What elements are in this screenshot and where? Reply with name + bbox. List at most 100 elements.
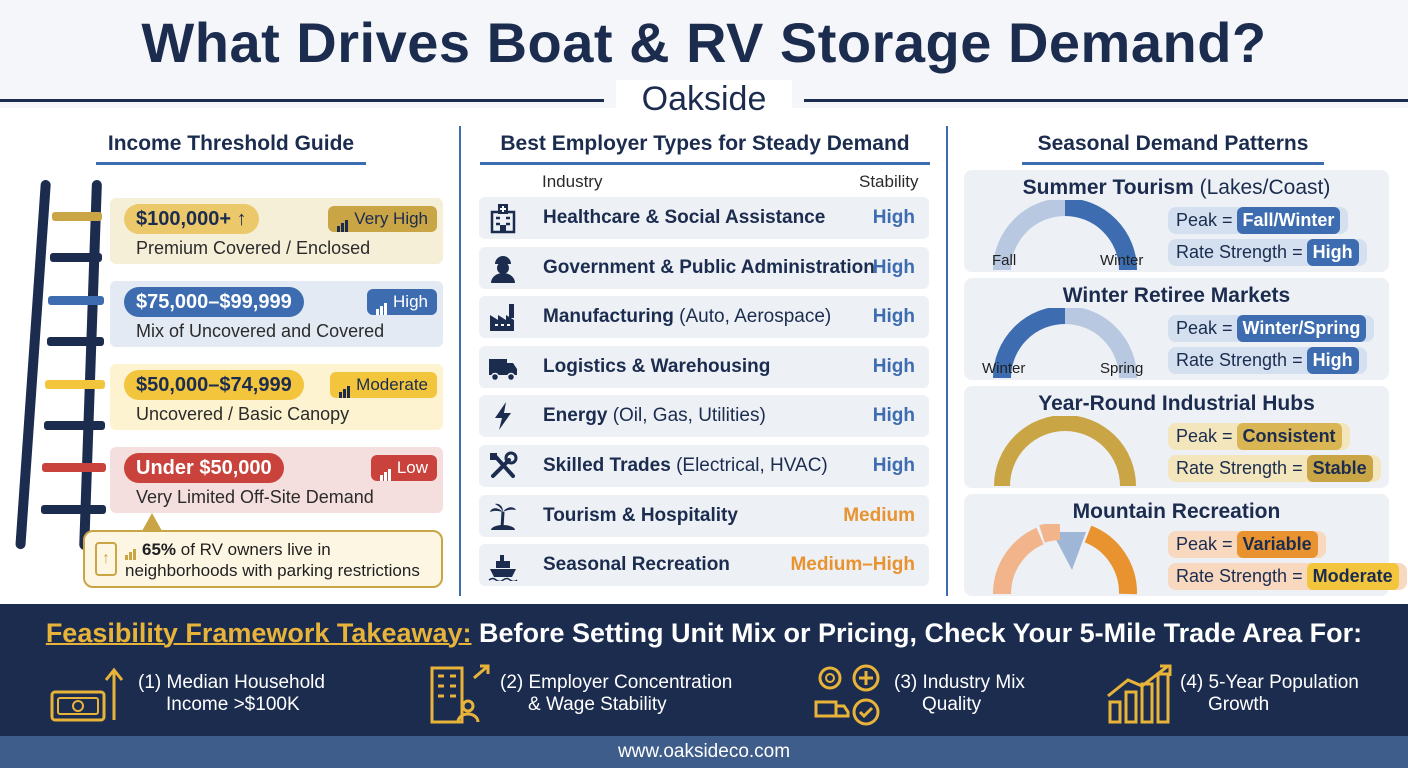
step-text: (4) 5-Year Population Growth [1180, 672, 1359, 715]
demand-level: Very High [354, 209, 428, 228]
seasonal-card: Winter Retiree Markets Winter Spring Pea… [964, 278, 1389, 380]
income-tier: $75,000–$99,999 High Mix of Uncovered an… [110, 281, 443, 347]
ladder-rung [44, 421, 105, 430]
demand-arc-chart [994, 416, 1136, 487]
takeaway-band [0, 604, 1408, 736]
income-range: Under $50,000 [124, 453, 284, 483]
seasonal-heading: Seasonal Demand Patterns [1022, 132, 1324, 165]
step-text: (3) Industry Mix Quality [894, 672, 1025, 715]
ladder-rung [50, 253, 102, 262]
employer-stability: Medium [843, 504, 915, 526]
demand-level: High [393, 292, 428, 311]
employer-industry: Healthcare & Social Assistance [543, 207, 826, 228]
seasonal-card-title: Winter Retiree Markets [1062, 284, 1291, 307]
demand-badge: High [367, 289, 437, 315]
employer-stability: High [872, 355, 915, 377]
demand-arc-chart [992, 524, 1137, 595]
seasonal-card: Summer Tourism (Lakes/Coast) Fall Winter… [964, 170, 1389, 272]
callout-line2: neighborhoods with parking restrictions [125, 561, 420, 580]
employer-building-icon [430, 664, 490, 724]
subtitle-text: Oakside [615, 80, 793, 118]
ladder-rung [45, 380, 105, 389]
callout-line1: of RV owners live in [176, 540, 331, 559]
employers-heading: Best Employer Types for Steady Demand [480, 132, 930, 165]
factory-icon [490, 304, 514, 332]
column-divider [459, 126, 461, 596]
subtitle-rule-left [0, 99, 604, 102]
step-text: (2) Employer Concentration & Wage Stabili… [500, 672, 733, 715]
worker-icon [491, 255, 515, 283]
arc-right-label: Spring [1100, 360, 1144, 377]
phone-up-icon: ↑ [95, 542, 117, 576]
income-range: $50,000–$74,999 [124, 370, 304, 400]
stability-column-header: Stability [859, 172, 919, 191]
employer-row: Skilled Trades (Electrical, HVAC) High [479, 445, 929, 487]
footer: www.oaksideco.com [0, 736, 1408, 768]
demand-level: Low [396, 458, 428, 477]
rate-tag: Rate Strength = Moderate [1168, 563, 1407, 590]
employer-row: Energy (Oil, Gas, Utilities) High [479, 395, 929, 438]
employer-stability: Medium–High [790, 554, 915, 576]
employer-stability: High [872, 405, 915, 427]
footer-url[interactable]: www.oaksideco.com [617, 741, 791, 762]
seasonal-card: Year-Round Industrial Hubs Peak = Consist… [964, 386, 1389, 488]
income-description: Mix of Uncovered and Covered [136, 321, 385, 341]
employer-industry: Logistics & Warehousing [543, 355, 771, 377]
employer-row: Government & Public Administration High [479, 246, 929, 289]
seasonal-card-title: Year-Round Industrial Hubs [1038, 392, 1315, 415]
step-text: (1) Median Household Income >$100K [138, 672, 325, 715]
employer-stability: High [872, 207, 915, 228]
seasonal-card-title: Summer Tourism (Lakes/Coast) [1022, 176, 1331, 199]
page-subtitle: Oakside [0, 80, 1408, 119]
rv-owner-callout: ↑ 65% of RV owners live in neighborhoods… [83, 530, 443, 588]
callout-text: 65% of RV owners live in neighborhoods w… [125, 539, 420, 581]
employer-industry: Government & Public Administration [543, 256, 875, 278]
demand-arc-chart [993, 308, 1137, 379]
industry-mix-icon [814, 664, 880, 726]
demand-level: Moderate [356, 375, 428, 394]
income-description: Premium Covered / Enclosed [136, 238, 371, 258]
money-growth-icon [50, 667, 124, 722]
employer-industry: Tourism & Hospitality [543, 504, 738, 526]
ladder-rung [47, 337, 104, 346]
industry-column-header: Industry [542, 172, 603, 191]
demand-badge: Moderate [330, 372, 437, 398]
demand-badge: Very High [328, 206, 437, 232]
takeaway-title: Feasibility Framework Takeaway: Before S… [45, 618, 1363, 648]
demand-badge: Low [370, 455, 437, 481]
employer-industry: Manufacturing (Auto, Aerospace) [543, 306, 832, 328]
peak-tag: Peak = Winter/Spring [1168, 315, 1375, 342]
rate-tag: Rate Strength = High [1168, 239, 1367, 266]
peak-tag: Peak = Fall/Winter [1168, 207, 1349, 234]
lightning-icon [495, 402, 511, 431]
employer-row: Tourism & Hospitality Medium [479, 494, 929, 537]
employer-stability: High [872, 256, 915, 278]
callout-stat: 65% [142, 540, 177, 559]
employer-stability: High [872, 455, 915, 476]
tools-icon [490, 451, 518, 478]
rate-tag: Rate Strength = High [1168, 347, 1367, 374]
subtitle-rule-right [804, 99, 1408, 102]
page-title: What Drives Boat & RV Storage Demand? [141, 11, 1267, 74]
employer-row: Seasonal Recreation Medium–High [479, 544, 929, 587]
employer-row: Healthcare & Social Assistance High [479, 197, 929, 239]
income-heading: Income Threshold Guide [96, 132, 366, 165]
ladder-rail-left [15, 179, 51, 550]
peak-tag: Peak = Variable [1168, 531, 1326, 558]
seasonal-card-title: Mountain Recreation [1072, 500, 1281, 523]
income-tier: $100,000+ ↑ Very High Premium Covered / … [110, 198, 443, 264]
callout-pointer [142, 513, 162, 531]
income-tier: $50,000–$74,999 Moderate Uncovered / Bas… [110, 364, 443, 430]
seasonal-card: Mountain Recreation Peak = Variable Rate … [964, 494, 1407, 596]
bar-chart-icon [125, 539, 137, 560]
income-description: Uncovered / Basic Canopy [136, 404, 350, 424]
ladder-rail-right [79, 179, 102, 550]
income-tier: Under $50,000 Low Very Limited Off-Site … [110, 447, 443, 513]
employer-row: Manufacturing (Auto, Aerospace) High [479, 296, 929, 339]
growth-chart-icon [1107, 664, 1172, 724]
bar-chart-icon [376, 289, 388, 315]
employer-stability: High [872, 306, 915, 328]
bar-chart-icon [337, 206, 349, 232]
income-description: Very Limited Off-Site Demand [136, 487, 374, 507]
ladder-rung [42, 463, 106, 472]
